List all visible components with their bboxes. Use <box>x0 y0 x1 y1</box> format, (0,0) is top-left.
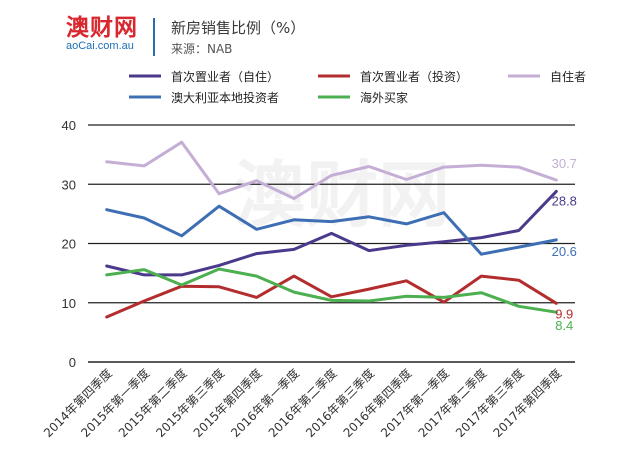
x-tick-label: 2015年第四季度 <box>190 366 265 441</box>
x-axis: 2014年第四季度2015年第一季度2015年第二季度2015年第三季度2015… <box>40 366 564 441</box>
x-tick-label: 2016年第二季度 <box>265 366 340 441</box>
legend-label: 首次置业者（投资） <box>360 69 468 84</box>
legend-label: 澳大利亚本地投资者 <box>171 90 279 105</box>
legend-label: 自住者 <box>550 70 586 84</box>
chart-source: 来源：NAB <box>171 42 233 56</box>
legend-label: 首次置业者（自住） <box>171 70 279 84</box>
x-tick-label: 2016年第四季度 <box>340 366 415 441</box>
end-value-label: 8.4 <box>555 318 573 333</box>
logo-domain: aoCai.com.au <box>66 40 134 52</box>
end-labels: 28.8 9.9 30.7 20.6 8.4 <box>552 156 577 333</box>
series-line <box>105 267 558 314</box>
x-tick-label: 2016年第一季度 <box>228 366 303 441</box>
series-line <box>105 189 558 277</box>
end-value-label: 28.8 <box>552 193 577 208</box>
series-lines <box>105 140 558 319</box>
legend-label: 海外买家 <box>360 90 408 105</box>
end-value-label: 20.6 <box>552 244 577 259</box>
end-value-label: 9.9 <box>555 306 573 321</box>
series-line <box>105 204 558 256</box>
x-tick-label: 2015年第三季度 <box>153 366 228 441</box>
logo-text: 澳财网 <box>66 15 138 41</box>
y-tick-label: 40 <box>62 118 76 133</box>
y-tick-label: 10 <box>62 296 76 311</box>
header-divider <box>153 18 155 56</box>
x-tick-label: 2017年第四季度 <box>490 366 565 441</box>
end-value-label: 30.7 <box>552 156 577 171</box>
grid-lines <box>88 124 575 363</box>
x-tick-label: 2015年第一季度 <box>78 366 153 441</box>
x-tick-label: 2014年第四季度 <box>40 366 115 441</box>
brand-logo: 澳财网 aoCai.com.au <box>66 16 138 53</box>
x-tick-label: 2016年第三季度 <box>302 366 377 441</box>
watermark-text: 澳财网 <box>234 153 450 237</box>
y-tick-label: 20 <box>62 237 76 252</box>
y-tick-label: 0 <box>69 355 76 370</box>
x-tick-label: 2017年第三季度 <box>452 366 527 441</box>
y-tick-label: 30 <box>62 177 76 192</box>
x-tick-label: 2017年第一季度 <box>377 366 452 441</box>
x-tick-label: 2017年第二季度 <box>415 366 490 441</box>
series-line <box>105 140 558 200</box>
y-axis: 0 10 20 30 40 <box>62 118 76 370</box>
chart-title: 新房销售比例（%） <box>171 19 306 37</box>
x-tick-label: 2015年第二季度 <box>115 366 190 441</box>
